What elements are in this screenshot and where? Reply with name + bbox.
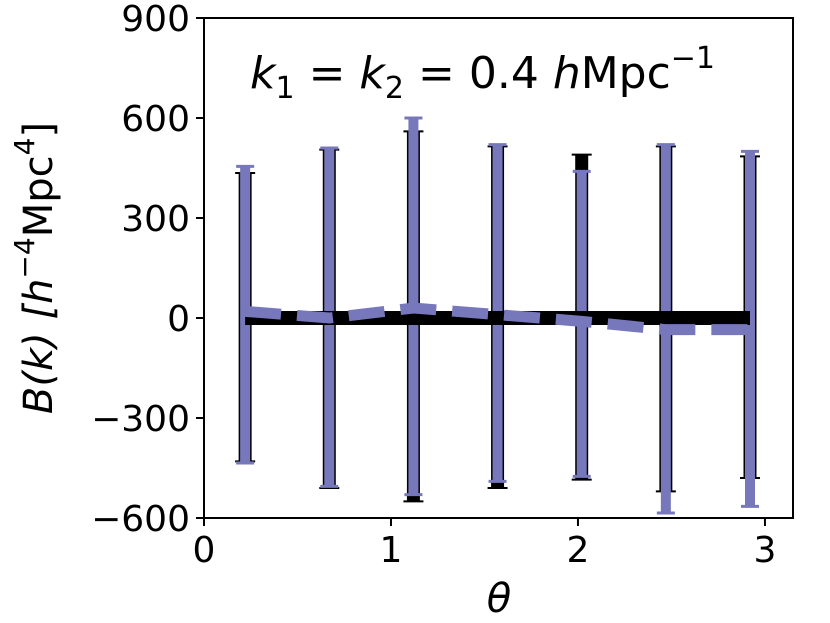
ticks-layer: 0 1 2 3 −600 −300 0 300 600 900 xyxy=(91,0,776,571)
annotation-k2: k xyxy=(359,48,386,99)
y-tick-label: 900 xyxy=(121,0,190,40)
annotation-k2-subscript: 2 xyxy=(385,71,404,106)
y-tick-label: −300 xyxy=(91,399,190,440)
y-tick-label: 600 xyxy=(121,99,190,140)
y-tick-label: −600 xyxy=(91,499,190,540)
x-tick-label: 2 xyxy=(567,530,590,571)
y-label-h-superscript: −4 xyxy=(8,237,41,278)
x-tick-label: 3 xyxy=(753,530,776,571)
x-tick-label: 1 xyxy=(380,530,403,571)
y-label-unit-superscript: 4 xyxy=(8,138,41,156)
y-label-main: B(k) [ xyxy=(16,303,62,415)
y-label-unit: Mpc xyxy=(16,155,62,237)
y-tick-label: 0 xyxy=(167,299,190,340)
y-axis-label: B(k) [h−4Mpc4] xyxy=(8,122,62,414)
series-layer xyxy=(235,116,760,515)
annotation-unit: Mpc xyxy=(581,48,671,99)
plot-frame xyxy=(203,17,794,519)
chart-annotation: k1 = k2 = 0.4 hMpc−1 xyxy=(250,41,715,106)
x-tick-label: 0 xyxy=(193,530,216,571)
annotation-equals-2: = xyxy=(404,48,469,99)
series-dashed-line xyxy=(244,302,750,336)
annotation-unit-superscript: −1 xyxy=(671,41,715,76)
annotation-value: 0.4 xyxy=(469,48,553,99)
x-axis-label: θ xyxy=(487,576,511,622)
annotation-k1-subscript: 1 xyxy=(275,71,294,106)
y-tick-label: 300 xyxy=(121,199,190,240)
y-label-close: ] xyxy=(16,122,62,138)
annotation-equals-1: = xyxy=(295,48,360,99)
y-label-h: h xyxy=(16,279,62,304)
annotation-h: h xyxy=(553,48,581,99)
annotation-k1: k xyxy=(250,48,277,99)
